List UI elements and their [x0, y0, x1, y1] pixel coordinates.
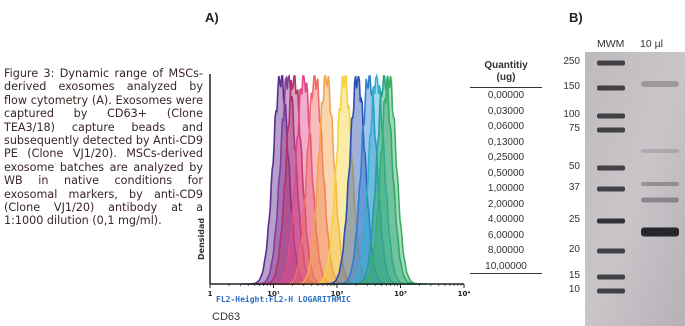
header-line1: Quantitiy — [484, 60, 528, 71]
quantity-table: Quantitiy (ug) 0,00000 0,03000 0,06000 0,13… — [470, 60, 542, 274]
mw-marker-label-25: 25 — [568, 214, 580, 225]
quantity-row: 0,50000 — [487, 167, 525, 179]
quantity-row: 1,00000 — [487, 183, 525, 194]
sample-band-3 — [641, 182, 679, 186]
figure-caption: Figure 3: Dynamic range of MSCs-derived … — [4, 67, 203, 228]
sample-column-label: 10 µl — [640, 38, 663, 50]
x-axis-ticks: 1 10¹ 10² 10³ 10⁴ — [208, 284, 470, 298]
quantity-row: 0,00000 — [487, 90, 525, 101]
ladder-band-250 — [597, 60, 625, 66]
quantity-row: 10,00000 — [470, 259, 542, 274]
quantity-row: 6,00000 — [487, 229, 525, 241]
ladder-band-20 — [597, 248, 625, 254]
panel-label-b: B) — [569, 10, 583, 25]
ladder-band-150 — [597, 85, 625, 91]
flow-cytometry-histogram: 1 10¹ 10² 10³ 10⁴ Densidad FL2-Height:FL2-H … — [197, 73, 470, 304]
cd63-label: CD63 — [212, 311, 241, 323]
mw-marker-label-75: 75 — [568, 123, 580, 134]
sample-band-1 — [641, 81, 679, 87]
mw-marker-label-150: 150 — [563, 81, 580, 92]
western-blot-image — [585, 52, 685, 326]
mw-marker-label-10: 10 — [568, 284, 580, 295]
ladder-band-100 — [597, 113, 625, 119]
mw-marker-label-250: 250 — [563, 56, 580, 67]
x-tick-label-5: 10⁴ — [458, 290, 470, 298]
quantity-row: 0,25000 — [487, 152, 525, 163]
x-tick-label-1: 1 — [208, 290, 213, 298]
quantity-row: 0,13000 — [487, 136, 525, 148]
mw-marker-label-37: 37 — [568, 182, 580, 193]
quantity-row: 2,00000 — [487, 198, 525, 210]
ladder-band-75 — [597, 127, 625, 133]
ladder-band-37 — [597, 186, 625, 192]
y-axis-label: Densidad — [197, 218, 206, 260]
x-axis-label: FL2-Height:FL2-H LOGARITHMIC — [216, 294, 351, 304]
x-tick-label-2: 10¹ — [267, 290, 280, 298]
quantity-row: 0,03000 — [487, 105, 525, 117]
sample-band-2 — [641, 149, 679, 153]
quantity-row: 8,00000 — [487, 245, 525, 256]
ladder-band-15 — [597, 274, 625, 280]
ladder-band-50 — [597, 165, 625, 171]
mw-marker-label-100: 100 — [563, 109, 580, 120]
sample-band-4 — [641, 197, 679, 203]
quantity-table-header: Quantitiy (ug) — [470, 60, 542, 88]
mw-marker-label-50: 50 — [568, 161, 580, 172]
quantity-rows: 0,00000 0,03000 0,06000 0,13000 0,25000 0,500… — [470, 88, 542, 274]
header-line2: (ug) — [496, 72, 516, 83]
mw-marker-label-15: 15 — [568, 270, 580, 281]
histogram-curves — [242, 73, 427, 285]
sample-band-5 — [641, 227, 679, 237]
x-tick-label-4: 10³ — [394, 290, 407, 298]
mw-marker-label-20: 20 — [568, 244, 580, 255]
ladder-band-10 — [597, 288, 625, 294]
x-tick-label-3: 10² — [331, 290, 344, 298]
sample-lane — [641, 81, 679, 237]
ladder-lane — [597, 60, 625, 294]
panel-label-a: A) — [205, 10, 219, 25]
ladder-band-25 — [597, 218, 625, 224]
mwm-column-label: MWM — [597, 38, 625, 50]
quantity-row: 0,06000 — [487, 121, 525, 132]
quantity-row: 4,00000 — [487, 214, 525, 225]
